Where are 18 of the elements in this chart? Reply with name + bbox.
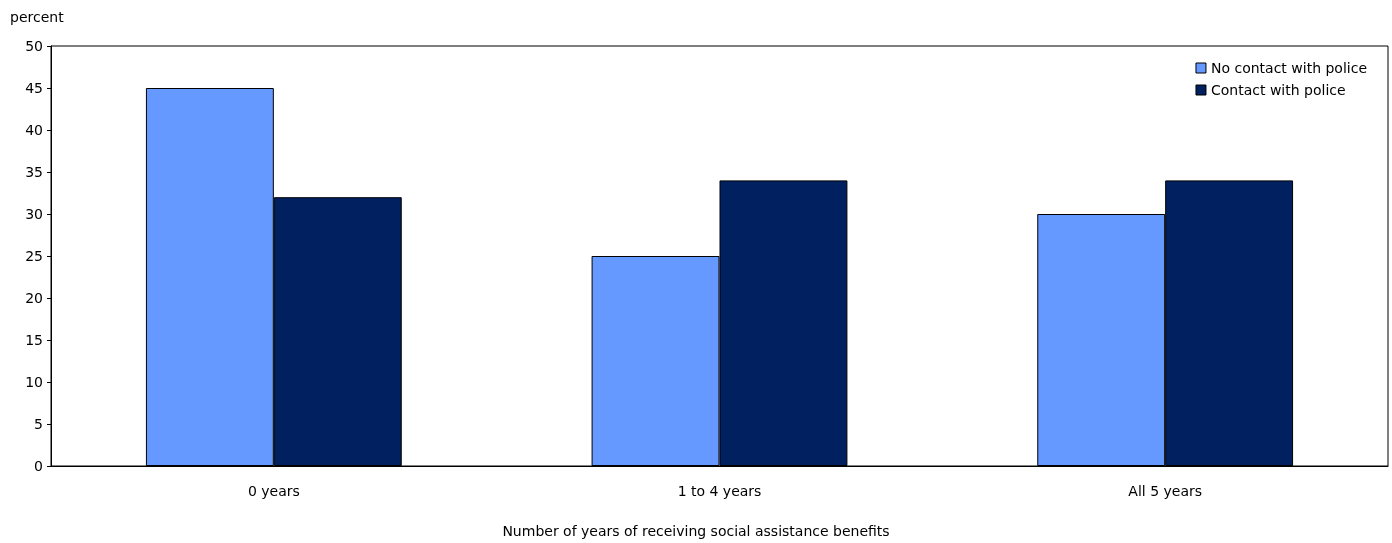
x-tick-label: 0 years	[247, 483, 300, 499]
y-tick-label: 40	[25, 122, 43, 138]
y-tick-label: 20	[25, 290, 43, 306]
x-tick-label: 1 to 4 years	[677, 483, 762, 499]
y-tick-label: 35	[25, 164, 43, 180]
y-tick-label: 15	[25, 332, 43, 348]
y-tick-label: 5	[34, 416, 43, 432]
y-tick-label: 0	[34, 458, 43, 474]
y-tick-label: 10	[25, 374, 43, 390]
y-axis-title: percent	[10, 9, 65, 25]
y-tick-label: 30	[25, 206, 43, 222]
legend-label: No contact with police	[1210, 60, 1368, 76]
x-tick-label: All 5 years	[1128, 483, 1203, 499]
y-tick-label: 25	[25, 248, 43, 264]
x-axis-title: Number of years of receiving social assistance benefits	[502, 523, 890, 539]
legend-label: Contact with police	[1210, 82, 1346, 98]
y-tick-label: 50	[25, 38, 43, 54]
y-tick-label: 45	[25, 80, 43, 96]
